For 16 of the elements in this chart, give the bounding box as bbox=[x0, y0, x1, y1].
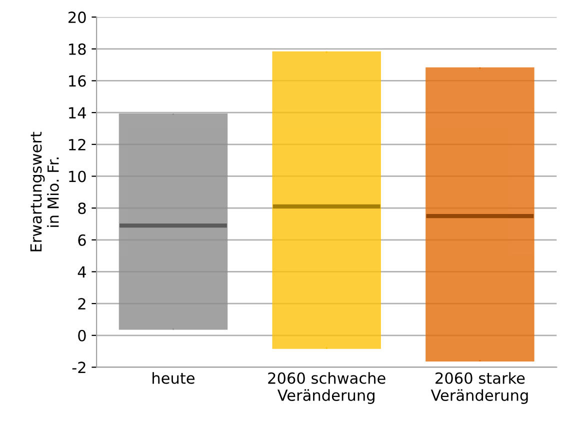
y-tick-label: 12 bbox=[69, 138, 86, 150]
x-tick-label: 2060 starke Veränderung bbox=[430, 372, 528, 404]
x-tick-label: heute bbox=[152, 372, 195, 384]
y-tick-label: 4 bbox=[78, 266, 86, 278]
y-tick-label: 16 bbox=[69, 75, 86, 87]
y-tick-label: -2 bbox=[72, 362, 86, 374]
y-tick-label: 0 bbox=[78, 330, 86, 342]
y-tick-label: 10 bbox=[69, 170, 86, 182]
y-tick-label: 14 bbox=[69, 107, 86, 118]
y-tick-label: 20 bbox=[68, 12, 86, 24]
y-tick-label: 2 bbox=[78, 298, 86, 310]
y-axis-title: Erwartungswert in Mio. Fr. bbox=[30, 132, 59, 252]
x-tick-label: 2060 schwache Veränderung bbox=[268, 372, 386, 404]
y-tick-label: 6 bbox=[78, 234, 86, 246]
y-tick-label: 18 bbox=[69, 43, 86, 55]
y-tick-label: 8 bbox=[78, 202, 86, 214]
